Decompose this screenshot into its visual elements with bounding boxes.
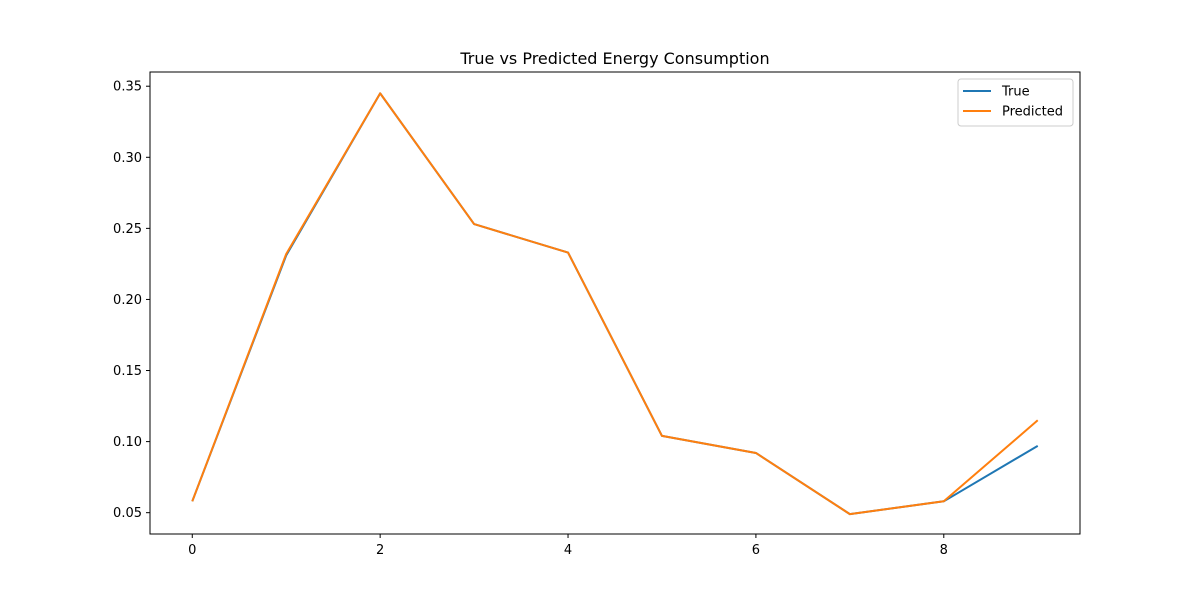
y-tick-label: 0.30 bbox=[113, 151, 142, 166]
series-line-predicted bbox=[191, 92, 1039, 516]
series-line-true bbox=[191, 92, 1039, 516]
series-layer bbox=[191, 92, 1039, 516]
y-tick-label: 0.15 bbox=[113, 364, 142, 379]
plot-frame bbox=[149, 71, 1081, 535]
y-tick-label: 0.35 bbox=[113, 80, 142, 95]
chart-title: True vs Predicted Energy Consumption bbox=[459, 49, 769, 68]
x-tick-label: 2 bbox=[376, 543, 384, 558]
y-tick-label: 0.10 bbox=[113, 435, 142, 450]
legend-label-predicted: Predicted bbox=[1002, 105, 1063, 120]
y-tick-label: 0.25 bbox=[113, 222, 142, 237]
x-tick-label: 0 bbox=[188, 543, 196, 558]
x-tick-label: 4 bbox=[564, 543, 572, 558]
x-tick-label: 6 bbox=[752, 543, 760, 558]
x-tick-label: 8 bbox=[940, 543, 948, 558]
y-tick-label: 0.20 bbox=[113, 293, 142, 308]
y-tick-label: 0.05 bbox=[113, 506, 142, 521]
axes-layer: 0 2 4 6 8 0.05 0.10 0.15 0.20 0.25 0.30 0.35 bbox=[113, 71, 1081, 558]
legend: True Predicted bbox=[957, 78, 1074, 127]
legend-label-true: True bbox=[1001, 85, 1030, 100]
